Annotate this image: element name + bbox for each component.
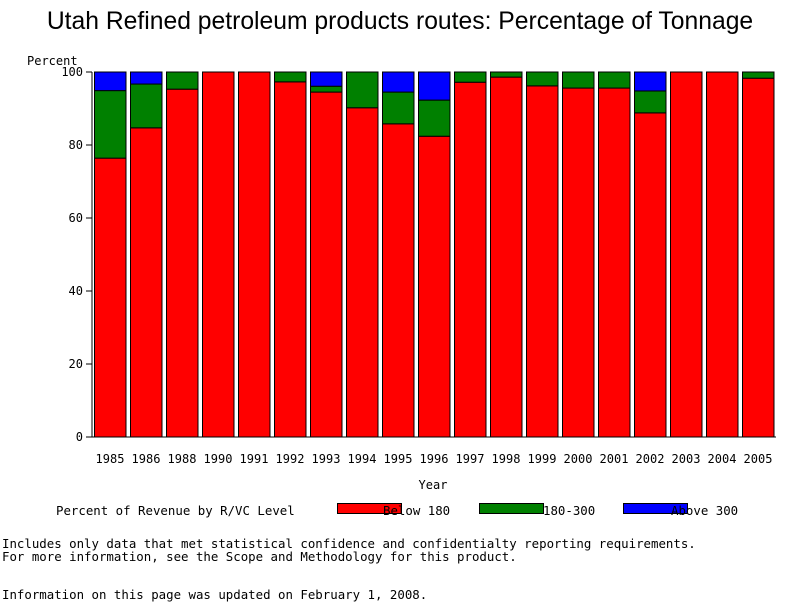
x-axis-label: Year — [419, 478, 448, 492]
bar-1988-180-300 — [166, 71, 199, 90]
x-tick-label: 1993 — [312, 452, 341, 466]
x-tick-label: 2000 — [564, 452, 593, 466]
bar-1988-below-180 — [166, 88, 199, 438]
x-tick-label: 1992 — [276, 452, 305, 466]
y-tick-label: 0 — [76, 430, 83, 444]
x-tick-label: 1991 — [240, 452, 269, 466]
bar-1999-below-180 — [526, 85, 559, 438]
x-tick-label: 1988 — [168, 452, 197, 466]
bar-2003-below-180 — [670, 71, 703, 438]
bar-1985-180-300 — [94, 90, 127, 159]
x-tick-label: 1997 — [456, 452, 485, 466]
bar-2000-below-180 — [562, 87, 595, 438]
y-tick-label: 80 — [69, 138, 83, 152]
note-statistical: Includes only data that met statistical … — [2, 536, 696, 551]
legend-swatch — [337, 503, 402, 514]
bar-2001-180-300 — [598, 71, 631, 89]
x-tick-label: 1995 — [384, 452, 413, 466]
legend-title: Percent of Revenue by R/VC Level — [56, 503, 295, 518]
legend-label: 180-300 — [543, 503, 596, 518]
bar-1994-180-300 — [346, 71, 379, 109]
bar-2000-180-300 — [562, 71, 595, 89]
bars-group — [94, 71, 775, 438]
bar-1993-180-300 — [310, 85, 343, 93]
x-tick-label: 1996 — [420, 452, 449, 466]
bar-2004-below-180 — [706, 71, 739, 438]
bar-1992-below-180 — [274, 81, 307, 438]
x-tick-label: 2005 — [744, 452, 773, 466]
bar-1998-180-300 — [490, 71, 523, 78]
y-ticks-group: 0 20 40 60 80 100 — [61, 65, 92, 444]
note-updated: Information on this page was updated on … — [2, 587, 428, 602]
chart-title: Utah Refined petroleum products routes: … — [46, 8, 754, 35]
bar-1997-below-180 — [454, 81, 487, 438]
bar-1985-below-180 — [94, 157, 127, 438]
bar-1993-below-180 — [310, 91, 343, 438]
x-tick-label: 1986 — [132, 452, 161, 466]
x-tick-label: 1994 — [348, 452, 377, 466]
bar-2005-180-300 — [742, 71, 775, 79]
y-axis-label: Percent — [27, 54, 78, 68]
bar-1992-180-300 — [274, 71, 307, 83]
x-tick-label: 2001 — [600, 452, 629, 466]
bar-2002-above-300 — [634, 71, 667, 92]
bar-1986-below-180 — [130, 127, 163, 438]
bar-1995-180-300 — [382, 91, 415, 125]
bar-1986-180-300 — [130, 83, 163, 129]
bar-1990-below-180 — [202, 71, 235, 438]
legend-swatch — [479, 503, 544, 514]
legend-label: Below 180 — [383, 503, 451, 518]
y-tick-label: 20 — [69, 357, 83, 371]
x-tick-label: 1999 — [528, 452, 557, 466]
bar-1993-above-300 — [310, 71, 343, 87]
y-tick-label: 60 — [69, 211, 83, 225]
x-tick-label: 1985 — [96, 452, 125, 466]
bar-1999-180-300 — [526, 71, 559, 87]
bar-2002-180-300 — [634, 90, 667, 114]
axes-group — [91, 72, 776, 438]
y-tick-label: 100 — [61, 65, 83, 79]
bar-1994-below-180 — [346, 107, 379, 438]
bar-2002-below-180 — [634, 112, 667, 438]
bar-1997-180-300 — [454, 71, 487, 83]
y-tick-label: 40 — [69, 284, 83, 298]
x-tick-label: 2004 — [708, 452, 737, 466]
x-tick-label: 1998 — [492, 452, 521, 466]
bar-1996-above-300 — [418, 71, 451, 101]
bar-1985-above-300 — [94, 71, 127, 92]
bar-1995-below-180 — [382, 123, 415, 438]
bar-1986-above-300 — [130, 71, 163, 85]
legend-label: Above 300 — [671, 503, 739, 518]
x-tick-label: 1990 — [204, 452, 233, 466]
bar-1995-above-300 — [382, 71, 415, 93]
x-tick-label: 2002 — [636, 452, 665, 466]
bar-1996-180-300 — [418, 99, 451, 137]
bar-2005-below-180 — [742, 77, 775, 438]
bar-1998-below-180 — [490, 76, 523, 438]
bar-2001-below-180 — [598, 87, 631, 438]
bar-1996-below-180 — [418, 135, 451, 438]
bar-1991-below-180 — [238, 71, 271, 438]
legend-swatch — [623, 503, 688, 514]
note-methodology: For more information, see the Scope and … — [2, 549, 517, 564]
x-ticks-group: 1985 1986 1988 1990 1991 1992 1993 1994 1995 1996… — [96, 452, 773, 466]
x-tick-label: 2003 — [672, 452, 701, 466]
